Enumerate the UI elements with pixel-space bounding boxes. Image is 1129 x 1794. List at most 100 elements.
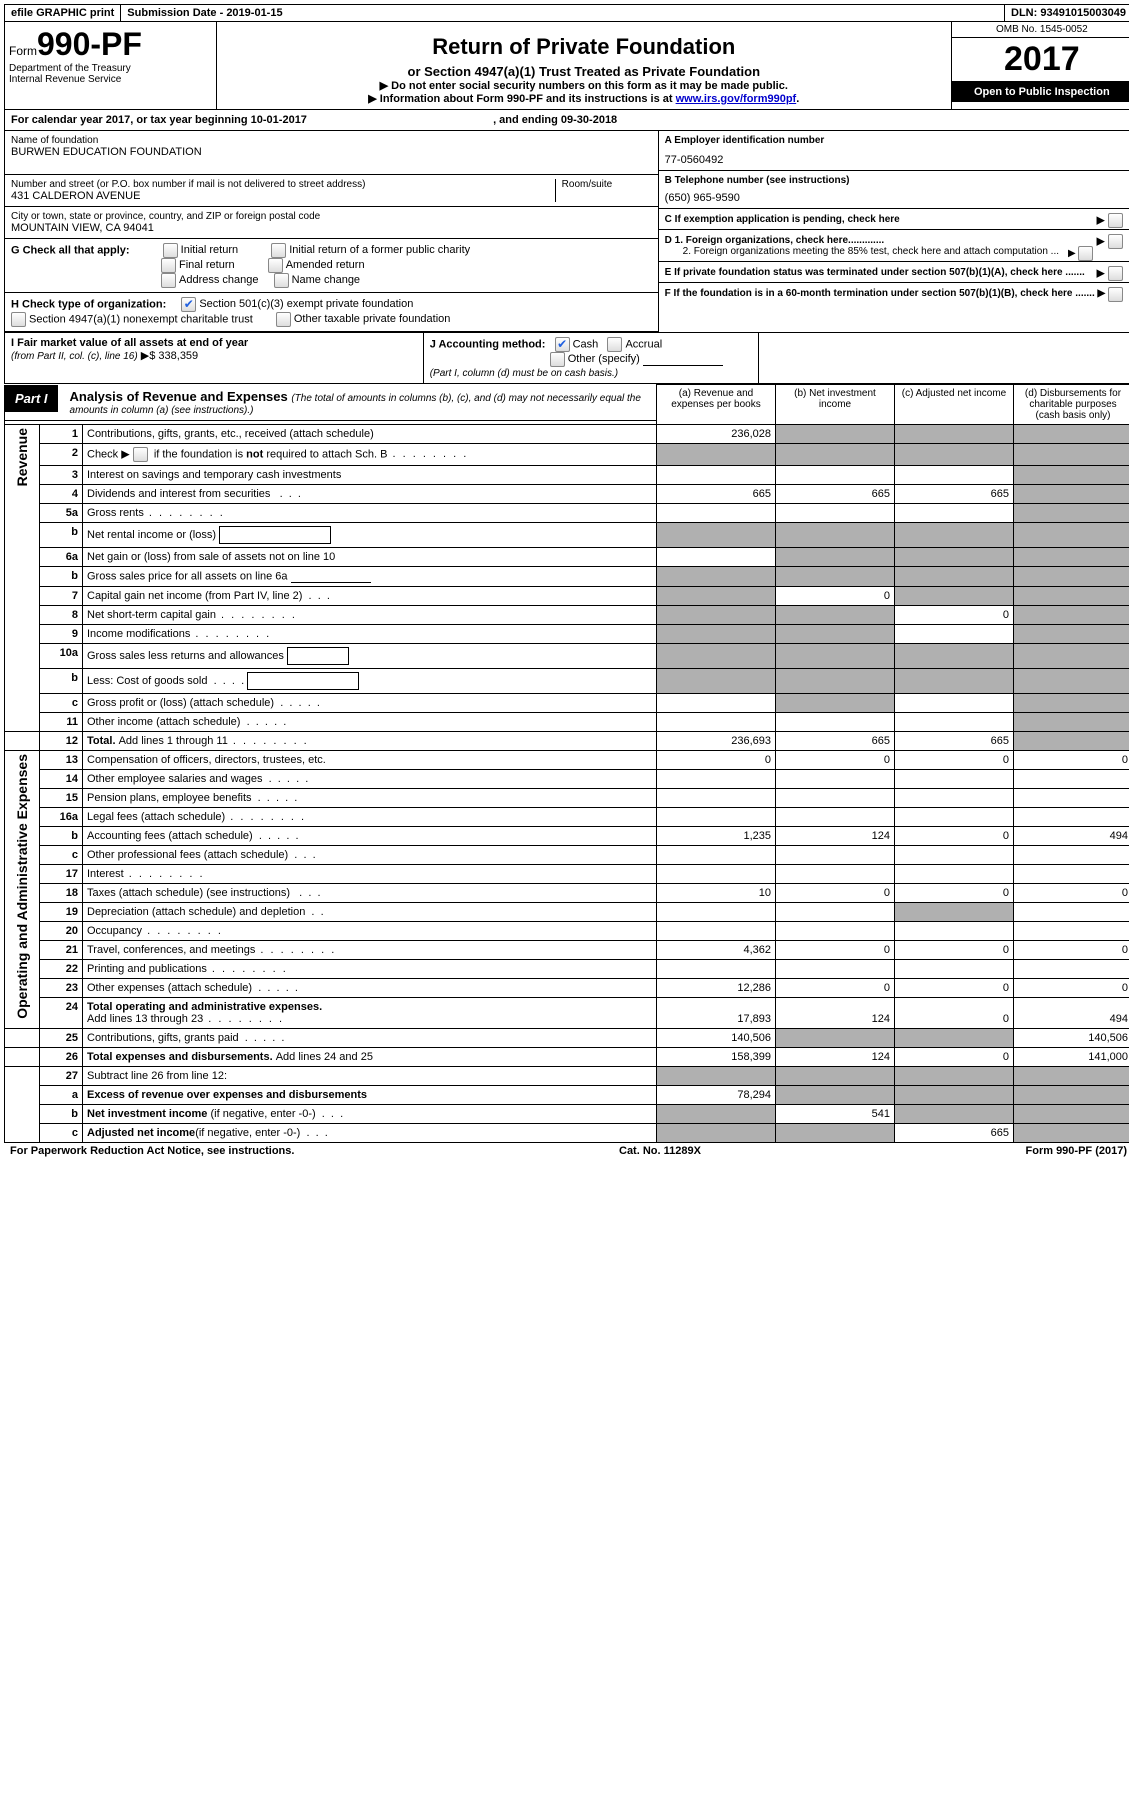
r6b-line[interactable]: [291, 570, 371, 583]
r1-a: 236,028: [657, 425, 776, 444]
r27b-b: 541: [776, 1105, 895, 1124]
r2-n: 2: [40, 444, 83, 466]
row-26: 26Total expenses and disbursements. Add …: [5, 1048, 1129, 1067]
r16c-dt: Other professional fees (attach schedule…: [87, 849, 288, 861]
r13-c: 0: [895, 751, 1014, 770]
ops-rot-text: Operating and Administrative Expenses: [14, 754, 30, 1019]
r14-n: 14: [40, 770, 83, 789]
j-other-check[interactable]: [550, 352, 565, 367]
b-row: B Telephone number (see instructions) (6…: [659, 171, 1129, 209]
h-501c3-check[interactable]: [181, 297, 196, 312]
city-value: MOUNTAIN VIEW, CA 94041: [11, 222, 652, 234]
d2-check[interactable]: [1078, 246, 1093, 261]
r10a-dt: Gross sales less returns and allowances: [87, 650, 284, 662]
revenue-rot-text: Revenue: [14, 428, 30, 486]
r5b-box[interactable]: [219, 526, 331, 544]
r21-d-col: 0: [1014, 941, 1129, 960]
r12-b: 665: [776, 732, 895, 751]
r6b-d: Gross sales price for all assets on line…: [83, 567, 657, 587]
j-note: (Part I, column (d) must be on cash basi…: [430, 368, 618, 379]
r10b-box[interactable]: [247, 672, 359, 690]
row-17: 17Interest: [5, 865, 1129, 884]
row-5b: bNet rental income or (loss): [5, 523, 1129, 548]
h-o1: Section 501(c)(3) exempt private foundat…: [199, 298, 413, 310]
r26-d: Total expenses and disbursements. Add li…: [83, 1048, 657, 1067]
h-o2: Section 4947(a)(1) nonexempt charitable …: [29, 313, 253, 325]
r11-n: 11: [40, 713, 83, 732]
g-o6: Name change: [292, 274, 361, 286]
r4-d: Dividends and interest from securities .…: [83, 485, 657, 504]
c-check[interactable]: [1108, 213, 1123, 228]
r13-b: 0: [776, 751, 895, 770]
row-27c: cAdjusted net income(if negative, enter …: [5, 1124, 1129, 1143]
col-a-hdr: (a) Revenue and expenses per books: [657, 385, 776, 425]
instructions-link[interactable]: www.irs.gov/form990pf: [676, 93, 797, 105]
r6b-n: b: [40, 567, 83, 587]
efile-label: efile GRAPHIC print: [5, 5, 121, 21]
f-check[interactable]: [1108, 287, 1123, 302]
form-num-big: 990-PF: [37, 26, 142, 62]
f-row: F If the foundation is in a 60-month ter…: [659, 283, 1129, 303]
city-row: City or town, state or province, country…: [5, 207, 658, 239]
r16b-n: b: [40, 827, 83, 846]
name-label: Name of foundation: [11, 135, 652, 146]
r16a-d: Legal fees (attach schedule): [83, 808, 657, 827]
r21-a: 4,362: [657, 941, 776, 960]
r16a-n: 16a: [40, 808, 83, 827]
r1-d: Contributions, gifts, grants, etc., rece…: [83, 425, 657, 444]
r24-dt: Total operating and administrative expen…: [87, 1001, 322, 1013]
r16c-d: Other professional fees (attach schedule…: [83, 846, 657, 865]
r23-c: 0: [895, 979, 1014, 998]
g-final-check[interactable]: [161, 258, 176, 273]
r10b-dt: Less: Cost of goods sold: [87, 675, 207, 687]
r10a-n: 10a: [40, 644, 83, 669]
irs-line: Internal Revenue Service: [9, 74, 212, 85]
r18-d-col: 0: [1014, 884, 1129, 903]
i-arrow: ▶$: [141, 350, 156, 362]
r23-d-col: 0: [1014, 979, 1129, 998]
r25-a: 140,506: [657, 1029, 776, 1048]
year-cell: OMB No. 1545-0052 2017 Open to Public In…: [952, 22, 1129, 109]
row-21: 21Travel, conferences, and meetings4,362…: [5, 941, 1129, 960]
j-other-line[interactable]: [643, 353, 723, 366]
g-address-check[interactable]: [161, 273, 176, 288]
d2-label: 2. Foreign organizations meeting the 85%…: [683, 246, 1059, 257]
r10c-n: c: [40, 694, 83, 713]
r2-pre: Check ▶: [87, 448, 133, 460]
d1-label: D 1. Foreign organizations, check here..…: [665, 235, 885, 246]
j-accrual-check[interactable]: [607, 337, 622, 352]
g-amended-check[interactable]: [268, 258, 283, 273]
j-cash-check[interactable]: [555, 337, 570, 352]
d1-check[interactable]: [1108, 234, 1123, 249]
r1-n: 1: [40, 425, 83, 444]
r16b-a: 1,235: [657, 827, 776, 846]
j-cash: Cash: [573, 338, 599, 350]
e-check[interactable]: [1108, 266, 1123, 281]
g-row: G Check all that apply: Initial return I…: [5, 239, 658, 293]
g-initial-check[interactable]: [163, 243, 178, 258]
row-27b: bNet investment income (if negative, ent…: [5, 1105, 1129, 1124]
r15-d: Pension plans, employee benefits . . . .…: [83, 789, 657, 808]
h-4947-check[interactable]: [11, 312, 26, 327]
cal-mid: , and ending: [493, 114, 561, 126]
r18-b: 0: [776, 884, 895, 903]
part1-header: Part I Analysis of Revenue and Expenses …: [5, 385, 656, 421]
submission-date: Submission Date - 2019-01-15: [121, 5, 1005, 21]
r24-d: Total operating and administrative expen…: [83, 998, 657, 1029]
g-initial-former-check[interactable]: [271, 243, 286, 258]
r10a-box[interactable]: [287, 647, 349, 665]
r20-n: 20: [40, 922, 83, 941]
r2-d: Check ▶ if the foundation is not require…: [83, 444, 657, 466]
r2-check[interactable]: [133, 447, 148, 462]
g-name-check[interactable]: [274, 273, 289, 288]
room-label: Room/suite: [562, 179, 652, 190]
r8-d: Net short-term capital gain: [83, 606, 657, 625]
e-label: E If private foundation status was termi…: [665, 267, 1085, 278]
part1-title: Analysis of Revenue and Expenses: [70, 389, 292, 404]
h-label: H Check type of organization:: [11, 298, 166, 310]
h-other-check[interactable]: [276, 312, 291, 327]
r22-n: 22: [40, 960, 83, 979]
r16a-dt: Legal fees (attach schedule): [87, 811, 225, 823]
r24-a: 17,893: [657, 998, 776, 1029]
r3-n: 3: [40, 466, 83, 485]
